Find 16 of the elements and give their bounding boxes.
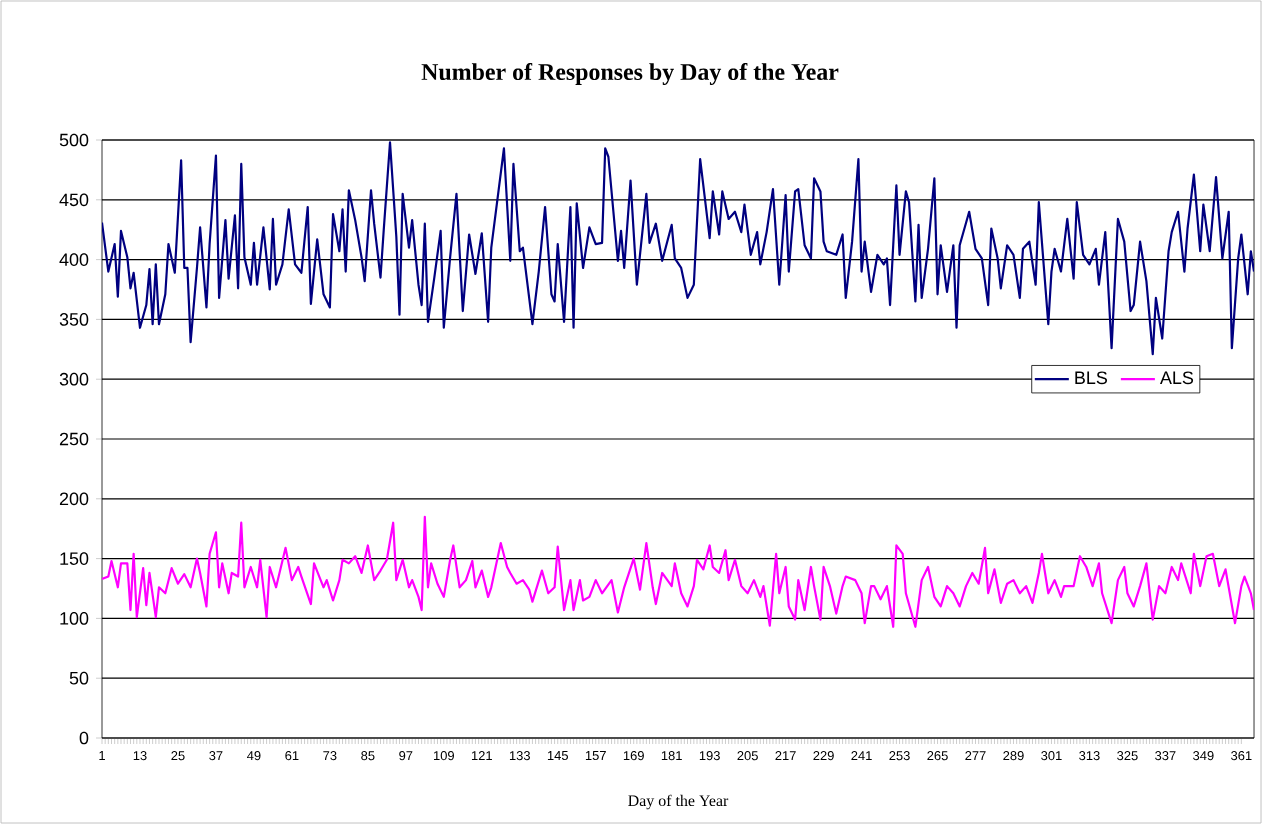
y-tick-label: 400 bbox=[59, 253, 89, 266]
line-series bbox=[102, 515, 1255, 628]
legend-label: BLS bbox=[1075, 371, 1107, 385]
line-series bbox=[102, 141, 1255, 356]
y-tick-label: 500 bbox=[59, 133, 89, 147]
y-tick-label: 300 bbox=[59, 372, 89, 386]
y-tick-label: 0 bbox=[79, 731, 89, 745]
chart-title: Number of Responses by Day of the Year bbox=[421, 62, 839, 85]
legend-label: ALS bbox=[1159, 371, 1194, 385]
y-tick-label: 100 bbox=[60, 612, 89, 625]
y-tick-label: 450 bbox=[59, 193, 89, 207]
y-tick-label: 350 bbox=[59, 313, 89, 326]
y-tick-label: 150 bbox=[60, 552, 89, 565]
y-tick-label: 50 bbox=[69, 671, 89, 685]
y-tick-label: 250 bbox=[59, 432, 89, 446]
y-tick-label: 200 bbox=[59, 492, 89, 506]
